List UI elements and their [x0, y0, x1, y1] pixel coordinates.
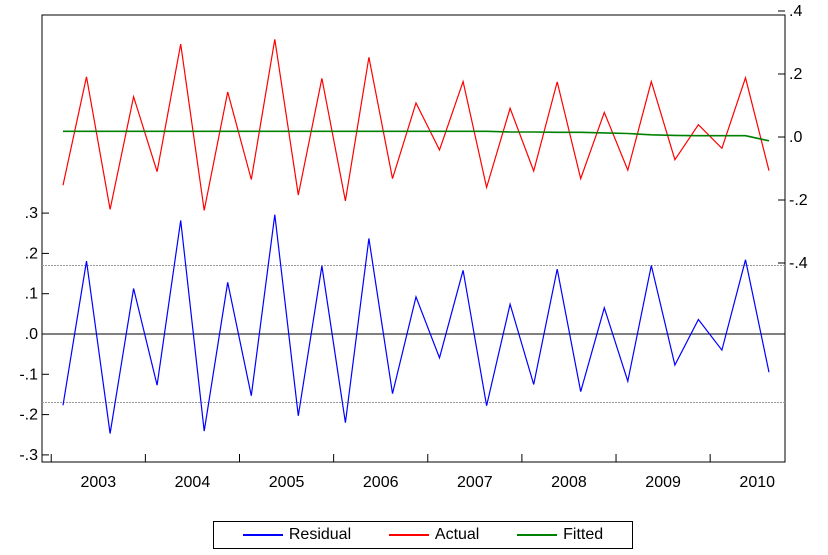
left-axis-tick-label: .3: [25, 205, 38, 222]
legend-label-fitted: Fitted: [563, 526, 604, 543]
legend-swatch-fitted: [517, 534, 558, 536]
series-line-actual: [62, 39, 770, 211]
plot-frame: [41, 14, 786, 463]
legend-swatch-actual: [388, 534, 429, 536]
right-axis-tick-label: -.4: [789, 255, 808, 272]
x-axis-tick-label: 2006: [363, 474, 399, 491]
right-axis-tick-label: .0: [789, 129, 802, 146]
x-axis-tick-label: 2010: [739, 474, 775, 491]
legend-swatch-residual: [242, 534, 283, 536]
legend: Residual Actual Fitted: [213, 521, 633, 549]
x-axis-tick-label: 2003: [81, 474, 117, 491]
left-axis-tick-label: .1: [25, 286, 38, 303]
legend-label-actual: Actual: [434, 526, 480, 543]
x-axis-tick-label: 2005: [269, 474, 305, 491]
right-axis-tick-label: -.2: [789, 192, 808, 209]
x-axis-tick-label: 2009: [645, 474, 681, 491]
left-axis-tick-label: -.1: [19, 366, 38, 383]
left-axis-tick-label: -.2: [19, 407, 38, 424]
left-axis-tick-label: .0: [25, 326, 38, 343]
right-axis-tick-label: .4: [789, 3, 802, 20]
legend-item-residual: Residual: [242, 526, 352, 544]
right-axis-tick-label: .2: [789, 66, 802, 83]
legend-item-fitted: Fitted: [517, 526, 603, 544]
x-axis-tick-label: 2007: [457, 474, 493, 491]
legend-label-residual: Residual: [288, 526, 352, 543]
series-line-residual: [62, 214, 770, 434]
x-axis-tick-label: 2008: [551, 474, 587, 491]
left-axis-tick-label: -.3: [19, 447, 38, 464]
series-line-fitted: [63, 130, 770, 142]
left-axis-tick-label: .2: [25, 245, 38, 262]
legend-item-actual: Actual: [388, 526, 480, 544]
x-axis-tick-label: 2004: [175, 474, 211, 491]
